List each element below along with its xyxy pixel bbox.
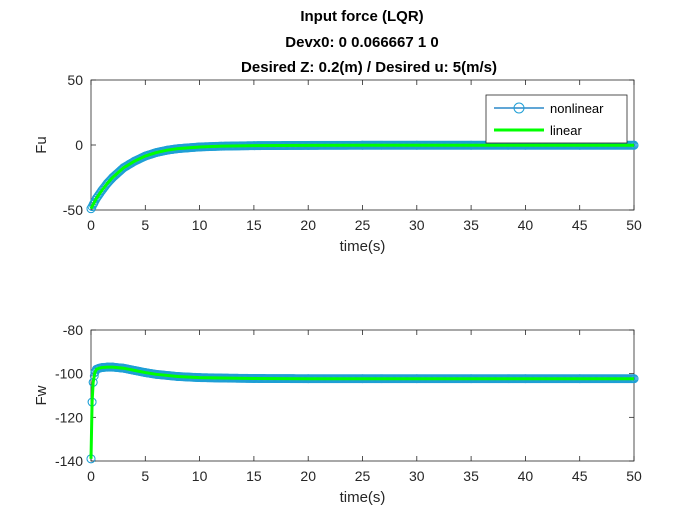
x-tick-label: 30: [409, 468, 425, 484]
x-tick-label: 40: [518, 468, 534, 484]
x-tick-label: 15: [246, 468, 262, 484]
data-point-nonlinear: [96, 187, 106, 197]
y-axis-label-fu: Fu: [33, 136, 50, 154]
data-point-nonlinear: [94, 190, 104, 200]
data-point-nonlinear: [108, 173, 118, 182]
series-layer-fu: [86, 140, 639, 214]
figure-title-line-1: Input force (LQR): [300, 8, 423, 25]
plot-area-fw: [90, 329, 635, 462]
data-point-nonlinear: [97, 186, 107, 195]
x-tick-label: 20: [300, 468, 316, 484]
x-tick-label: 30: [409, 217, 425, 233]
x-tick-label: 25: [355, 217, 371, 233]
x-tick-label: 45: [572, 468, 588, 484]
legend-label-linear: linear: [550, 123, 582, 138]
legend-label-nonlinear: nonlinear: [550, 101, 604, 116]
x-tick-label: 40: [518, 217, 534, 233]
x-tick-label: 35: [463, 468, 479, 484]
data-point-nonlinear: [119, 163, 129, 173]
x-axis-label-fw: time(s): [340, 489, 386, 506]
y-tick-label: -140: [55, 453, 83, 469]
figure-title-line-2: Devx0: 0 0.066667 1 0: [285, 34, 438, 51]
legend: nonlinear linear: [485, 94, 628, 144]
data-point-nonlinear: [86, 204, 96, 214]
legend-marker-nonlinear: [513, 102, 525, 114]
x-tick-label: 50: [626, 217, 642, 233]
x-tick-label: 35: [463, 217, 479, 233]
data-point-nonlinear: [95, 189, 105, 199]
y-tick-label: 50: [67, 72, 83, 88]
x-tick-label: 15: [246, 217, 262, 233]
x-tick-label: 20: [300, 217, 316, 233]
x-tick-label: 0: [87, 468, 95, 484]
y-tick-label: -80: [63, 322, 83, 338]
data-point-nonlinear: [93, 192, 102, 202]
x-tick-label: 5: [141, 217, 149, 233]
data-point-nonlinear: [89, 199, 99, 208]
y-tick-label: -120: [55, 409, 83, 425]
y-tick-label: 0: [75, 137, 83, 153]
series-line-linear: [89, 365, 634, 459]
x-tick-label: 50: [626, 468, 642, 484]
y-tick-label: -50: [63, 202, 83, 218]
x-tick-label: 45: [572, 217, 588, 233]
y-tick-label: -100: [55, 366, 83, 382]
axes-fw: 0 5 10 15 20 25 30 35 40 45 50 -140 -120 -100 -80 time(…: [33, 322, 642, 506]
x-axis-label-fu: time(s): [340, 238, 386, 255]
data-point-nonlinear: [129, 156, 139, 166]
y-axis-label-fw: Fw: [33, 385, 50, 405]
x-tick-label: 10: [192, 217, 208, 233]
series-line-linear: [89, 143, 634, 210]
series-layer-fw: [86, 362, 639, 464]
x-tick-label: 0: [87, 217, 95, 233]
axes-fu: 0 5 10 15 20 25 30 35 40 45 50-50050time(s)Funonli…: [33, 72, 642, 255]
x-tick-label: 25: [355, 468, 371, 484]
data-point-nonlinear: [91, 193, 101, 203]
legend-box: [485, 94, 628, 144]
figure-title-line-3: Desired Z: 0.2(m) / Desired u: 5(m/s): [241, 59, 497, 76]
x-tick-label: 10: [192, 468, 208, 484]
data-point-nonlinear: [102, 178, 112, 188]
x-tick-label: 5: [141, 468, 149, 484]
